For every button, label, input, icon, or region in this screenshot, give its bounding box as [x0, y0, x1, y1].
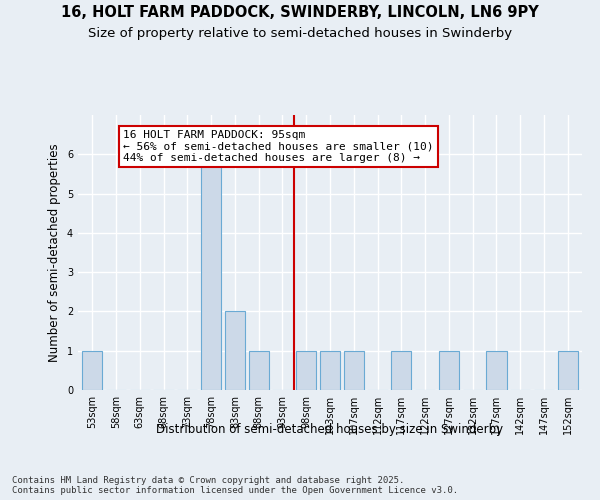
Bar — [344, 350, 364, 390]
Bar — [557, 350, 578, 390]
Bar — [248, 350, 269, 390]
Bar — [201, 154, 221, 390]
Text: Contains HM Land Registry data © Crown copyright and database right 2025.
Contai: Contains HM Land Registry data © Crown c… — [12, 476, 458, 495]
Bar — [439, 350, 459, 390]
Bar — [225, 312, 245, 390]
Bar — [82, 350, 103, 390]
Text: 16 HOLT FARM PADDOCK: 95sqm
← 56% of semi-detached houses are smaller (10)
44% o: 16 HOLT FARM PADDOCK: 95sqm ← 56% of sem… — [123, 130, 434, 163]
Bar — [320, 350, 340, 390]
Y-axis label: Number of semi-detached properties: Number of semi-detached properties — [49, 143, 61, 362]
Bar — [296, 350, 316, 390]
Text: Size of property relative to semi-detached houses in Swinderby: Size of property relative to semi-detach… — [88, 28, 512, 40]
Text: 16, HOLT FARM PADDOCK, SWINDERBY, LINCOLN, LN6 9PY: 16, HOLT FARM PADDOCK, SWINDERBY, LINCOL… — [61, 5, 539, 20]
Bar — [391, 350, 412, 390]
Text: Distribution of semi-detached houses by size in Swinderby: Distribution of semi-detached houses by … — [157, 422, 503, 436]
Bar — [487, 350, 506, 390]
